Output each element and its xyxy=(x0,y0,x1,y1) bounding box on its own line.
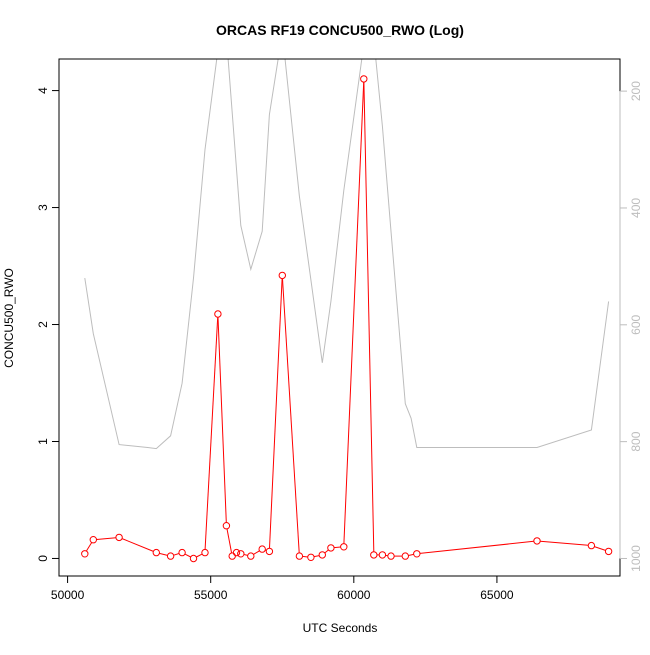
data-point xyxy=(238,551,244,557)
data-point xyxy=(202,549,208,555)
data-point xyxy=(308,554,314,560)
series-layer xyxy=(82,76,612,562)
data-point xyxy=(116,534,122,540)
series-line-segment xyxy=(97,538,116,540)
data-point xyxy=(371,552,377,558)
data-point xyxy=(388,553,394,559)
y2-tick-label: 800 xyxy=(629,431,643,451)
data-point xyxy=(266,548,272,554)
data-point xyxy=(414,551,420,557)
data-point xyxy=(296,553,302,559)
series-line-segment xyxy=(159,553,167,555)
data-point xyxy=(90,537,96,543)
data-point xyxy=(248,553,254,559)
series-line-segment xyxy=(334,547,341,548)
x-tick-label: 50000 xyxy=(51,588,85,602)
secondary-series-line xyxy=(85,33,609,449)
x-tick-label: 65000 xyxy=(480,588,514,602)
chart-title: ORCAS RF19 CONCU500_RWO (Log) xyxy=(216,22,464,38)
y2-tick-label: 400 xyxy=(629,198,643,218)
series-line-segment xyxy=(122,539,153,552)
data-point xyxy=(588,542,594,548)
data-point xyxy=(223,523,229,529)
data-point xyxy=(328,545,334,551)
series-line-segment xyxy=(283,279,300,553)
series-line-segment xyxy=(420,541,534,553)
data-point xyxy=(179,549,185,555)
series-line-segment xyxy=(174,554,179,556)
y2-tick-label: 1000 xyxy=(629,545,643,572)
data-point xyxy=(153,549,159,555)
data-point xyxy=(82,551,88,557)
y-tick-label: 0 xyxy=(36,555,50,562)
data-point xyxy=(341,544,347,550)
data-point xyxy=(167,553,173,559)
series-line-segment xyxy=(185,554,191,557)
secondary-series-layer xyxy=(85,33,609,449)
data-point xyxy=(379,552,385,558)
series-line-segment xyxy=(409,554,414,555)
axes-layer: 50000 55000 60000 65000 0 1 2 3 4 200 400 600 800 100… xyxy=(36,81,643,602)
plot-frame xyxy=(59,59,620,576)
y-tick-label: 4 xyxy=(36,87,50,94)
series-line-segment xyxy=(86,543,91,552)
series-line-segment xyxy=(270,279,283,549)
data-point xyxy=(190,555,196,561)
data-point xyxy=(279,272,285,278)
data-point xyxy=(361,76,367,82)
x-axis-label: UTC Seconds xyxy=(303,621,378,635)
series-line-segment xyxy=(314,556,319,557)
x-tick-label: 55000 xyxy=(194,588,228,602)
series-line-segment xyxy=(594,547,605,551)
data-point xyxy=(319,552,325,558)
series-line-segment xyxy=(205,317,218,549)
x-tick-label: 60000 xyxy=(337,588,371,602)
y-tick-label: 1 xyxy=(36,438,50,445)
data-point xyxy=(259,546,265,552)
data-point xyxy=(233,549,239,555)
series-line-segment xyxy=(364,82,374,552)
series-line-segment xyxy=(325,550,329,553)
series-line-segment xyxy=(254,551,260,555)
series-line-segment xyxy=(244,555,248,556)
y-tick-label: 2 xyxy=(36,321,50,328)
data-point xyxy=(402,553,408,559)
y-tick-label: 3 xyxy=(36,204,50,211)
series-line-segment xyxy=(218,317,226,522)
y2-tick-label: 600 xyxy=(629,314,643,334)
series-line-segment xyxy=(344,82,364,543)
series-line-segment xyxy=(303,556,308,557)
data-point xyxy=(229,553,235,559)
y-axis-label: CONCU500_RWO xyxy=(2,268,16,368)
data-point xyxy=(534,538,540,544)
series-line-segment xyxy=(540,541,588,545)
series-line-segment xyxy=(227,529,232,553)
data-point xyxy=(215,311,221,317)
y2-tick-label: 200 xyxy=(629,81,643,101)
data-point xyxy=(605,548,611,554)
series-line-segment xyxy=(196,554,202,557)
